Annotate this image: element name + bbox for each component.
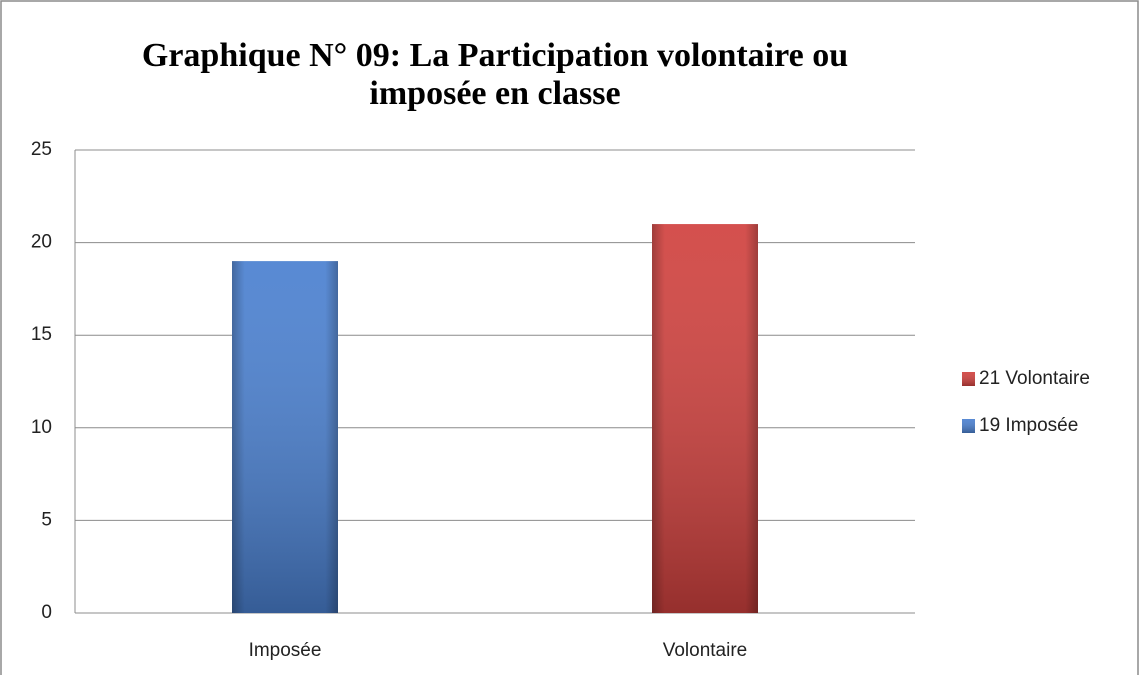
y-tick-label: 15	[31, 324, 52, 345]
chart-title: Graphique N° 09: La Participation volont…	[142, 37, 848, 74]
legend-swatch-shade	[962, 419, 975, 433]
y-tick-label: 20	[31, 232, 52, 253]
bar-shade	[232, 261, 338, 613]
chart-title: imposée en classe	[369, 75, 620, 112]
x-tick-label: Volontaire	[663, 640, 748, 661]
y-tick-label: 25	[31, 139, 52, 160]
bar-shade	[652, 224, 758, 613]
legend-label: 21 Volontaire	[979, 368, 1090, 389]
legend-label: 19 Imposée	[979, 415, 1078, 436]
x-tick-label: Imposée	[249, 640, 322, 661]
y-tick-label: 0	[41, 602, 52, 623]
legend-swatch-shade	[962, 372, 975, 386]
y-tick-label: 10	[31, 417, 52, 438]
y-tick-label: 5	[41, 509, 52, 530]
